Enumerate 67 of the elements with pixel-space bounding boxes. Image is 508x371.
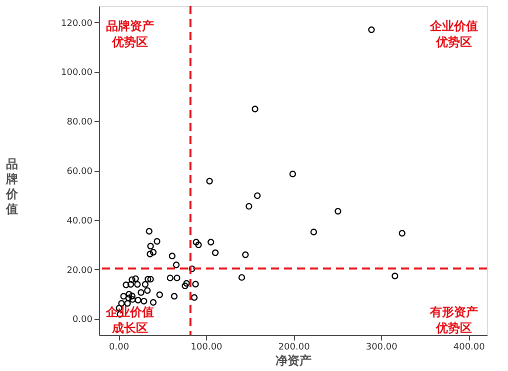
x-tick-label: 0.00 — [108, 342, 130, 352]
point — [134, 281, 141, 288]
x-axis-title: 净资产 — [276, 354, 312, 368]
y-tick-label: 60.00 — [66, 167, 93, 177]
point — [398, 230, 406, 237]
point — [190, 294, 198, 301]
point — [128, 292, 136, 300]
point — [150, 248, 157, 256]
point — [188, 265, 196, 272]
y-tick-label: 40.00 — [66, 216, 93, 226]
y-tick-label: 120.00 — [61, 18, 93, 29]
point — [129, 296, 136, 303]
point — [183, 280, 190, 287]
annotation: 品牌资产优势区 — [106, 18, 154, 49]
point — [150, 299, 157, 306]
point — [140, 298, 148, 304]
point — [146, 228, 152, 235]
point — [289, 170, 296, 178]
y-tick-label: 0.00 — [72, 315, 93, 326]
point — [238, 274, 246, 281]
point — [147, 276, 154, 283]
point — [132, 275, 139, 282]
x-tick-label: 400.00 — [453, 342, 486, 352]
point — [144, 287, 151, 294]
point — [156, 291, 163, 298]
point — [208, 238, 214, 246]
y-tick-label: 80.00 — [66, 118, 93, 128]
point — [254, 192, 261, 200]
point — [147, 242, 154, 250]
point — [192, 280, 199, 288]
point — [128, 276, 136, 284]
point — [242, 251, 249, 258]
y-tick-label: 100.00 — [61, 68, 93, 78]
point — [334, 208, 342, 215]
point — [195, 242, 202, 248]
y-tick-label: 20.00 — [66, 266, 93, 276]
point — [168, 252, 176, 260]
point — [166, 274, 174, 282]
point — [170, 292, 178, 300]
point — [174, 274, 180, 282]
annotation: 企业价值优势区 — [429, 18, 478, 49]
point — [125, 294, 132, 302]
point — [126, 290, 132, 298]
point — [246, 202, 252, 210]
point — [310, 228, 318, 236]
y-axis-title: 品牌价值 — [5, 157, 20, 216]
x-tick-label: 100.00 — [190, 342, 223, 352]
point — [172, 262, 180, 268]
x-tick-label: 200.00 — [278, 342, 310, 352]
point — [192, 238, 200, 246]
point — [122, 282, 130, 288]
point — [134, 296, 142, 304]
point — [182, 282, 188, 290]
point — [252, 106, 258, 112]
point — [206, 178, 213, 184]
point — [212, 249, 219, 256]
x-tick-label: 300.00 — [366, 342, 398, 352]
point — [142, 281, 149, 288]
point — [127, 281, 134, 288]
point — [146, 250, 154, 258]
point — [154, 238, 160, 245]
point — [120, 292, 127, 300]
annotation: 有形资产优势区 — [429, 305, 478, 336]
point — [368, 26, 375, 34]
point — [144, 276, 152, 283]
point — [138, 289, 144, 296]
point — [392, 272, 398, 280]
